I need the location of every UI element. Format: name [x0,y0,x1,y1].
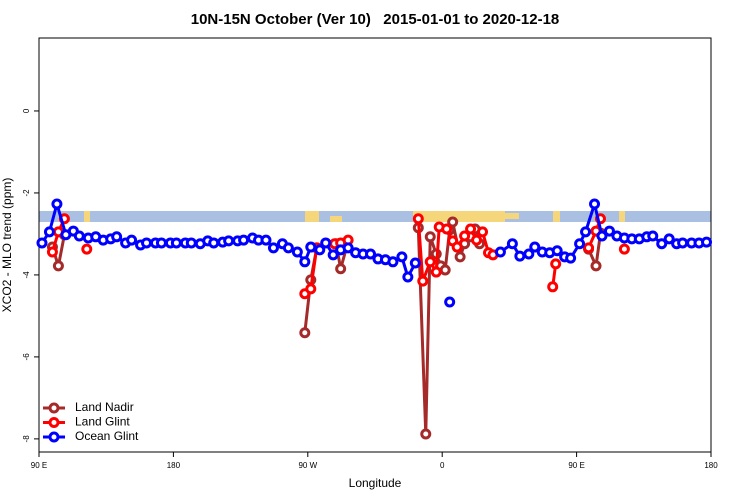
data-point [111,231,123,243]
data-point [305,241,317,253]
y-axis-label: XCO2 - MLO trend (ppm) [0,178,14,313]
data-point [208,237,220,249]
data-point [238,234,250,246]
x-tick-label: 180 [704,461,718,470]
data-point [551,245,563,257]
data-point [305,283,317,295]
data-point [43,226,55,238]
data-point [420,428,432,440]
x-tick-label: 0 [440,461,445,470]
data-point [471,234,483,246]
y-tick-label: 0 [22,108,31,113]
x-tick-label: 180 [167,461,181,470]
data-point [701,236,713,248]
data-point [494,246,506,258]
data-point [514,250,526,262]
data-point [282,242,294,254]
chart-title: 10N-15N October (Ver 10) 2015-01-01 to 2… [191,11,560,28]
legend-label: Ocean Glint [75,429,139,443]
y-tick-label: -6 [22,353,31,361]
data-point [439,264,451,276]
y-tick-label: -8 [22,435,31,443]
data-point [170,237,182,249]
data-point [580,226,592,238]
data-point [73,230,85,242]
data-point [663,233,675,245]
data-point [441,223,453,235]
data-point [51,198,63,210]
data-point [529,241,541,253]
data-point [656,238,668,250]
data-point [477,226,489,238]
data-point [335,263,347,275]
data-point [417,275,429,287]
legend-marker [48,417,60,428]
x-tick-label: 90 W [298,461,317,470]
map-strip [39,211,711,222]
data-point [36,237,48,249]
legend-label: Land Glint [75,415,130,429]
data-point [444,296,456,308]
data-point [647,230,659,242]
data-point [365,248,377,260]
legend-marker [48,402,60,414]
data-point [299,327,311,339]
data-point [327,249,339,261]
data-point [424,231,436,243]
data-point [141,237,153,249]
data-point [267,242,279,254]
data-point [260,234,272,246]
data-point [465,223,477,235]
data-point [590,260,602,272]
data-point [550,258,562,270]
data-point [451,241,463,253]
data-point [447,216,459,228]
data-point [299,256,311,268]
data-point [46,246,58,258]
data-point [430,266,442,278]
data-point [185,237,197,249]
y-tick-label: -4 [22,271,31,279]
x-tick-label: 90 E [31,461,47,470]
data-point [459,230,471,242]
data-point [618,243,630,255]
y-tick-label: -2 [22,189,31,197]
data-point [574,238,586,250]
data-point [677,237,689,249]
data-point [603,225,615,237]
x-tick-label: 90 E [568,461,584,470]
data-point [387,256,399,268]
data-point [547,281,559,293]
data-point [155,237,167,249]
data-point [52,260,64,272]
data-point [291,246,303,258]
data-point [454,251,466,263]
data-point [81,243,93,255]
data-point [506,238,518,250]
data-point [523,248,535,260]
data-point [583,242,595,254]
data-point [402,271,414,283]
data-point [342,242,354,254]
data-point [409,257,421,269]
data-point [565,252,577,264]
data-point [314,244,326,256]
data-point [320,237,332,249]
data-point [596,230,608,242]
legend-label: Land Nadir [75,400,134,414]
data-point [424,256,436,268]
data-point [412,213,424,225]
data-point [396,251,408,263]
data-point [589,198,601,210]
data-point [223,235,235,247]
legend-marker [48,431,60,443]
data-point [126,234,138,246]
x-axis-label: Longitude [349,476,402,490]
